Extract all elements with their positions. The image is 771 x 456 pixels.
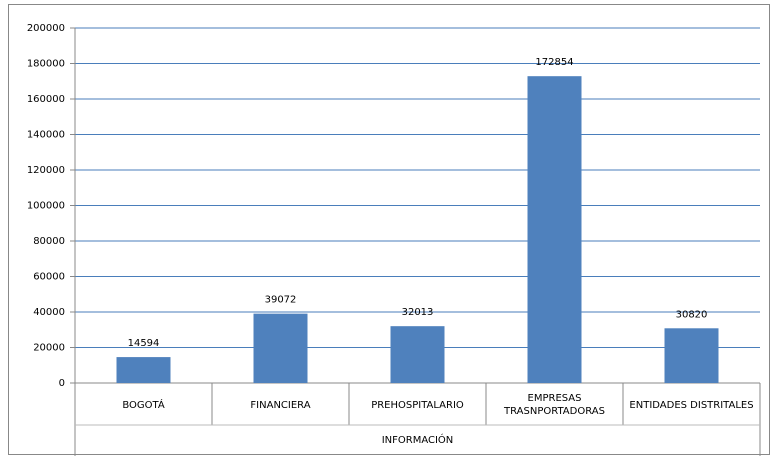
- y-tick-label: 180000: [27, 59, 65, 70]
- y-tick-label: 140000: [27, 130, 65, 141]
- y-tick-label: 80000: [33, 236, 65, 247]
- y-tick-label: 40000: [33, 307, 65, 318]
- y-tick-label: 60000: [33, 272, 65, 283]
- data-label: 32013: [402, 307, 434, 318]
- bar: [253, 313, 308, 383]
- data-label: 14594: [128, 338, 160, 349]
- data-label: 172854: [535, 57, 573, 68]
- y-tick-label: 160000: [27, 94, 65, 105]
- x-tick-label: BOGOTÁ: [122, 399, 165, 411]
- y-tick-label: 100000: [27, 201, 65, 212]
- y-tick-label: 0: [59, 378, 65, 389]
- y-tick-label: 200000: [27, 23, 65, 34]
- bar: [664, 328, 719, 383]
- x-tick-label: EMPRESAS TRASNPORTADORAS: [504, 393, 605, 417]
- x-tick-label: FINANCIERA: [250, 399, 311, 411]
- x-axis-label: INFORMACIÓN: [382, 433, 454, 446]
- x-tick-label: PREHOSPITALARIO: [371, 399, 464, 411]
- bar: [527, 76, 582, 384]
- data-label: 30820: [676, 309, 708, 320]
- y-tick-label: 20000: [33, 343, 65, 354]
- bar: [390, 326, 445, 383]
- bar: [116, 357, 171, 383]
- data-label: 39072: [265, 295, 297, 306]
- x-tick-label: ENTIDADES DISTRITALES: [629, 399, 754, 411]
- y-tick-label: 120000: [27, 165, 65, 176]
